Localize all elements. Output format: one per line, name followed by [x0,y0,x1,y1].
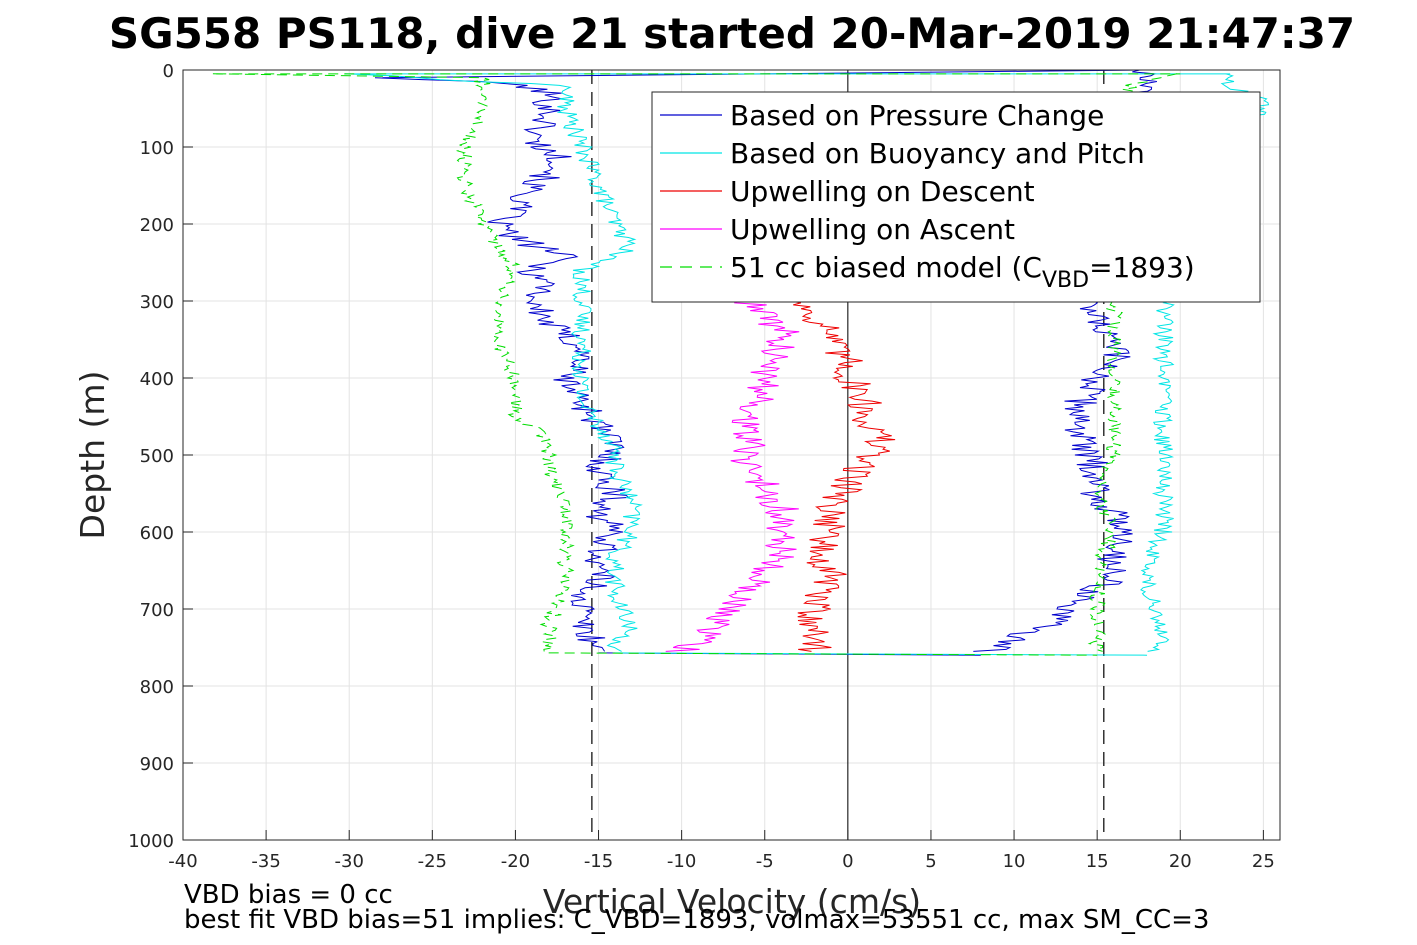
y-tick-label-2: 200 [140,215,174,236]
series-4-descent-line [212,73,575,652]
series-3-profile-line [665,300,800,652]
y-tick-label-5: 500 [140,446,174,467]
series-1-descent-line [344,73,643,652]
x-tick-label-11: 15 [1086,851,1109,872]
x-tick-label-6: -10 [667,851,696,872]
y-tick-label-7: 700 [140,600,174,621]
x-tick-label-12: 20 [1169,851,1192,872]
tick-labels: -40 -35 -30 -25 -20 -15 -10 -5 0 5 10 15 20 25 0 100 200… [128,61,1275,872]
legend-label-1: Based on Buoyancy and Pitch [730,137,1145,170]
x-tick-label-2: -30 [335,851,364,872]
y-tick-label-6: 600 [140,523,174,544]
x-tick-label-1: -35 [251,851,280,872]
x-tick-label-7: -5 [756,851,774,872]
chart-title: SG558 PS118, dive 21 started 20-Mar-2019… [109,9,1355,58]
series-4-bottom-connector [548,652,1098,656]
x-tick-label-5: -15 [584,851,613,872]
x-tick-label-0: -40 [168,851,197,872]
legend: Based on Pressure Change Based on Buoyanc… [651,91,1261,303]
legend-label-3: Upwelling on Ascent [730,213,1015,246]
legend-label-4: 51 cc biased model (CVBD=1893) [730,251,1195,293]
x-tick-label-8: 0 [842,851,853,872]
x-tick-label-4: -20 [501,851,530,872]
y-tick-label-10: 1000 [128,831,174,852]
series-3 [665,300,800,652]
x-axis-label: Vertical Velocity (cm/s) [543,882,921,921]
series-2-profile-line [790,300,896,652]
y-tick-label-0: 0 [163,61,174,82]
y-tick-label-1: 100 [140,138,174,159]
series-1-bottom-connector [615,652,1148,656]
series-0-descent-line [374,77,631,652]
y-tick-label-4: 400 [140,369,174,390]
y-tick-label-9: 900 [140,754,174,775]
x-tick-label-9: 5 [925,851,936,872]
footer-line-1: VBD bias = 0 cc [184,880,393,910]
y-tick-label-3: 300 [140,292,174,313]
y-tick-label-8: 800 [140,677,174,698]
x-tick-label-13: 25 [1252,851,1275,872]
y-axis-label: Depth (m) [73,371,112,540]
series-2 [790,300,896,652]
legend-label-2: Upwelling on Descent [730,175,1035,208]
legend-label-0: Based on Pressure Change [730,99,1104,132]
legend-box [651,91,1261,303]
x-tick-label-3: -25 [418,851,447,872]
x-tick-label-10: 10 [1003,851,1026,872]
footer-line-2: best fit VBD bias=51 implies: C_VBD=1893… [184,905,1209,935]
